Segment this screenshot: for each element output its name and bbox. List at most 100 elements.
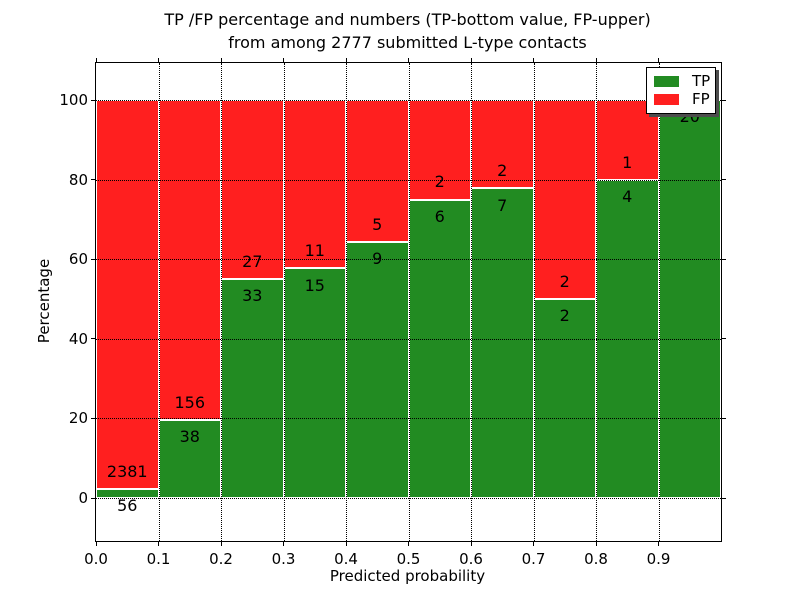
chart-title-line1: TP /FP percentage and numbers (TP-bottom… <box>164 10 651 29</box>
x-tick-mark <box>595 542 597 546</box>
tp-count-label: 38 <box>179 427 200 447</box>
x-tick-label: 0.0 <box>84 550 108 568</box>
fp-count-label: 27 <box>242 252 263 271</box>
y-tick-label: 40 <box>68 329 88 348</box>
x-tick-mark <box>408 542 409 546</box>
fp-bar-segment <box>533 100 596 299</box>
y-tick-mark-right <box>722 179 726 181</box>
x-gridline <box>596 63 597 541</box>
x-tick-mark <box>470 542 472 546</box>
x-tick-mark-top <box>345 58 347 62</box>
fp-count-label: 2 <box>497 161 508 181</box>
y-tick-mark <box>91 497 95 499</box>
y-tick-mark <box>91 258 95 260</box>
x-gridline <box>283 63 285 541</box>
x-gridline <box>346 63 347 541</box>
fp-bar-segment <box>471 100 534 189</box>
y-tick-label: 60 <box>68 250 88 269</box>
y-tick-mark <box>91 99 95 101</box>
legend-entry-fp: FP <box>647 92 715 107</box>
legend-swatch-fp <box>654 94 679 106</box>
tp-count-label: 33 <box>242 286 263 306</box>
fp-count-label: 11 <box>304 241 325 261</box>
y-tick-mark-right <box>722 338 726 340</box>
x-tick-mark-top <box>408 58 409 62</box>
legend: TP FP <box>646 67 716 114</box>
x-tick-mark <box>283 542 284 546</box>
x-tick-mark <box>533 542 534 546</box>
tp-bar-segment <box>658 100 721 498</box>
chart-title: TP /FP percentage and numbers (TP-bottom… <box>95 8 720 54</box>
legend-swatch-tp <box>654 75 679 87</box>
x-tick-mark-top <box>533 58 534 62</box>
tp-count-label: 6 <box>434 206 445 226</box>
x-tick-label: 0.6 <box>459 550 483 568</box>
fp-count-label: 2381 <box>106 461 148 481</box>
x-tick-mark-top <box>95 58 97 62</box>
y-tick-mark <box>91 338 95 340</box>
y-tick-mark-right <box>722 417 726 419</box>
x-tick-mark-top <box>470 58 472 62</box>
tp-bar-segment <box>596 179 659 498</box>
x-tick-mark <box>345 542 347 546</box>
tp-bar-segment <box>96 488 159 498</box>
y-tick-mark-right <box>722 99 726 101</box>
fp-bar-segment <box>408 100 471 200</box>
legend-entry-tp: TP <box>647 71 715 90</box>
y-tick-label: 100 <box>59 91 88 109</box>
tp-bar-segment <box>408 199 471 498</box>
x-gridline <box>408 63 410 541</box>
x-gridline <box>221 63 222 541</box>
fp-bar-segment <box>283 100 346 269</box>
plot-area: 2381 56 156 38 27 33 11 15 5 9 2 6 2 7 2 2 1 4 20 0.0 0.1 0.2… <box>59 58 726 568</box>
x-tick-label: 0.4 <box>334 550 358 568</box>
x-tick-mark-top <box>658 58 659 62</box>
x-tick-label: 0.9 <box>646 550 671 568</box>
fp-count-label: 2 <box>434 172 445 192</box>
x-tick-mark-top <box>595 58 597 62</box>
x-tick-label: 0.2 <box>209 550 233 568</box>
x-gridline <box>158 63 160 541</box>
y-tick-mark <box>91 417 95 419</box>
x-tick-label: 0.7 <box>521 550 546 568</box>
tp-bar-segment <box>346 242 409 498</box>
fp-count-label: 156 <box>174 392 206 412</box>
x-tick-mark-top <box>158 58 159 62</box>
x-gridline <box>471 63 472 541</box>
tp-bar-segment <box>221 279 284 498</box>
tp-count-label: 2 <box>559 306 570 326</box>
x-tick-label: 0.8 <box>584 550 608 568</box>
tp-count-label: 56 <box>117 495 138 515</box>
tp-bar-segment <box>533 299 596 498</box>
y-tick-label: 0 <box>78 489 88 508</box>
tp-count-label: 7 <box>497 195 508 215</box>
legend-label: FP <box>692 90 710 109</box>
tp-bar-segment <box>283 268 346 498</box>
tp-bar-segment <box>471 188 534 498</box>
x-tick-mark-top <box>283 58 284 62</box>
x-tick-mark <box>158 542 159 546</box>
x-axis-label: Predicted probability <box>329 567 486 585</box>
tp-count-label: 15 <box>304 275 325 295</box>
x-tick-mark-top <box>220 58 222 62</box>
tp-bar-segment <box>158 420 221 498</box>
x-gridline <box>658 63 660 541</box>
tp-count-label: 4 <box>622 186 633 206</box>
y-tick-mark-right <box>722 258 726 260</box>
x-tick-label: 0.3 <box>271 550 296 568</box>
fp-count-label: 1 <box>622 152 633 172</box>
y-tick-mark-right <box>722 497 726 499</box>
x-tick-mark <box>220 542 222 546</box>
fp-count-label: 2 <box>559 271 570 291</box>
x-tick-label: 0.5 <box>396 550 421 568</box>
fp-count-label: 5 <box>372 215 383 235</box>
y-tick-label: 80 <box>68 170 88 189</box>
x-tick-mark <box>95 542 97 546</box>
fp-bar-segment <box>96 100 159 489</box>
legend-label: TP <box>692 71 711 90</box>
x-tick-mark <box>658 542 659 546</box>
y-tick-label: 20 <box>68 409 88 428</box>
x-gridline <box>533 63 535 541</box>
y-tick-mark <box>91 179 95 181</box>
